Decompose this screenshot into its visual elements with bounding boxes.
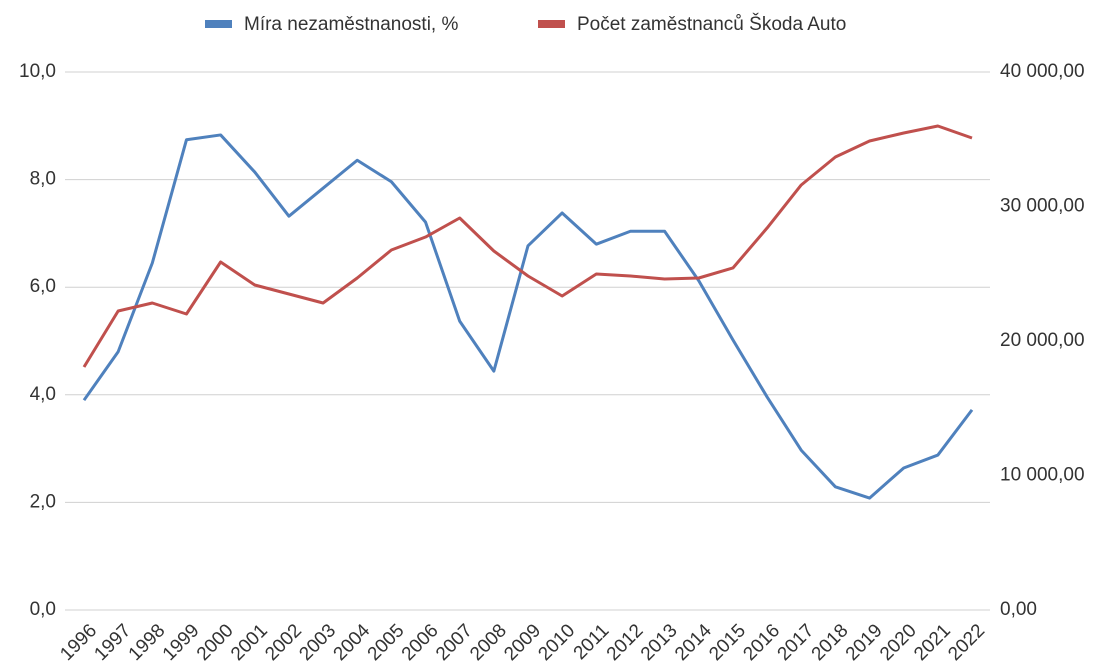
legend-swatch [205,20,232,28]
y2-tick-label: 40 000,00 [1000,61,1085,82]
x-tick-label: 2015 [705,620,750,665]
y2-tick-label: 10 000,00 [1000,465,1085,486]
x-tick-label: 2007 [432,620,477,665]
x-tick-label: 2014 [671,620,716,665]
y-tick-label: 8,0 [30,169,56,190]
x-tick-label: 2005 [364,620,409,665]
x-tick-label: 2008 [466,620,511,665]
x-tick-label: 1998 [125,620,170,665]
x-tick-label: 2009 [500,620,545,665]
x-tick-label: 2012 [603,620,648,665]
x-tick-label: 2000 [193,620,238,665]
y-tick-label: 2,0 [30,491,56,512]
data-line [82,124,973,368]
x-tick-label: 2020 [876,620,921,665]
x-tick-label: 2022 [944,620,989,665]
x-tick-label: 2018 [808,620,853,665]
legend-swatch [538,20,565,28]
x-tick-label: 2003 [295,620,340,665]
y2-tick-label: 30 000,00 [1000,196,1085,217]
x-tick-label: 1996 [56,620,101,665]
x-tick-label: 2013 [637,620,682,665]
x-tick-label: 2019 [842,620,887,665]
x-tick-label: 2021 [910,620,955,665]
x-tick-label: 2004 [330,620,375,665]
x-tick-label: 1999 [159,620,204,665]
x-tick-label: 2001 [227,620,272,665]
x-tick-label: 2011 [570,620,614,664]
y-tick-label: 6,0 [30,276,56,297]
x-tick-label: 2016 [739,620,784,665]
x-tick-label: 1997 [90,620,135,665]
y-tick-label: 0,0 [30,599,56,620]
x-tick-label: 2017 [774,620,819,665]
legend-label: Počet zaměstnanců Škoda Auto [577,13,846,35]
y2-tick-label: 0,00 [1000,599,1037,620]
legend-label: Míra nezaměstnanosti, % [244,14,458,35]
x-tick-label: 2002 [261,620,306,665]
x-tick-label: 2010 [534,620,579,665]
y-tick-label: 4,0 [30,384,56,405]
y2-tick-label: 20 000,00 [1000,330,1085,351]
x-tick-label: 2006 [398,620,443,665]
y-tick-label: 10,0 [19,61,56,82]
data-line [82,133,974,500]
